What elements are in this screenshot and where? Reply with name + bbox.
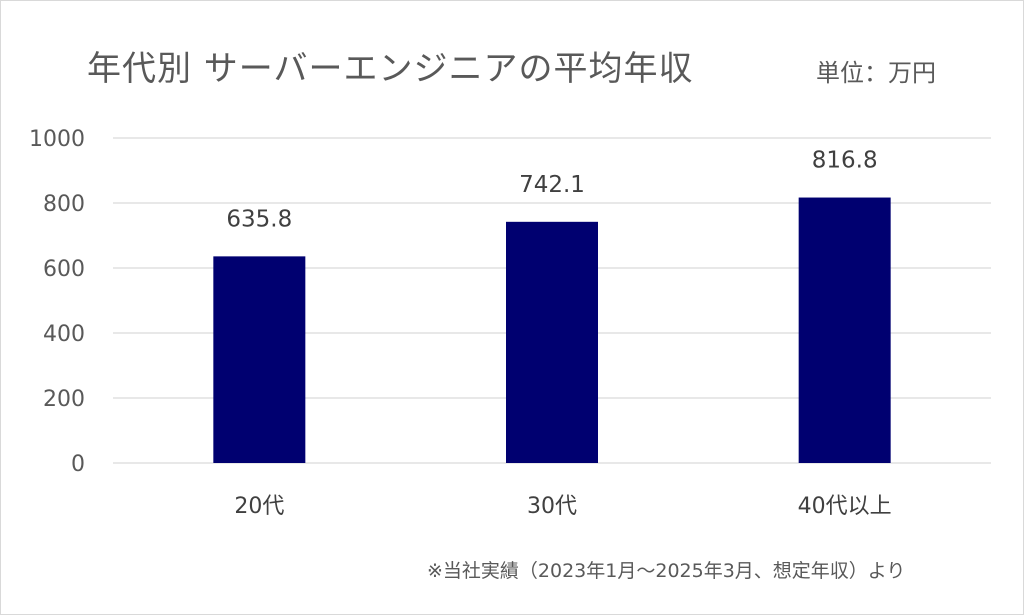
data-label: 816.8 [812, 148, 878, 174]
footnote: ※当社実績（2023年1月～2025年3月、想定年収）より [427, 560, 906, 582]
bar [798, 197, 891, 464]
data-label: 742.1 [519, 172, 585, 198]
bar [213, 256, 306, 463]
y-tick-label: 800 [43, 192, 85, 217]
category-label: 20代 [234, 494, 284, 519]
y-tick-label: 0 [71, 452, 85, 477]
y-tick-label: 1000 [29, 127, 85, 152]
unit-label: 単位：万円 [816, 59, 936, 87]
bar [506, 221, 598, 463]
category-label: 30代 [527, 494, 577, 519]
y-tick-label: 200 [43, 387, 85, 412]
y-tick-label: 600 [43, 257, 85, 282]
y-tick-label: 400 [43, 322, 85, 347]
category-label: 40代以上 [798, 494, 892, 519]
data-label: 635.8 [226, 206, 292, 232]
chart-title: 年代別 サーバーエンジニアの平均年収 [87, 49, 694, 89]
